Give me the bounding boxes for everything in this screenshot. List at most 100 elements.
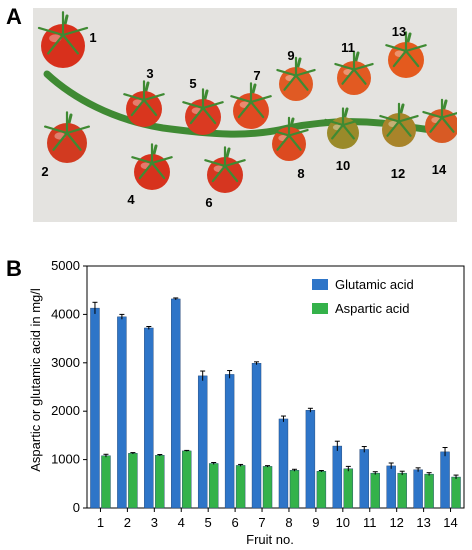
tomato-fruit (385, 31, 427, 78)
chart-legend: Glutamic acid Aspartic acid (312, 277, 414, 316)
sepal (142, 93, 165, 102)
tomato-fruit (422, 98, 457, 143)
sepal (223, 159, 246, 168)
sepal (223, 164, 239, 183)
glutamic-acid-bar (144, 327, 154, 509)
sepal (52, 131, 69, 151)
glutamic-acid-bar (305, 410, 316, 509)
y-tick-label: 5000 (51, 258, 80, 273)
plot-frame (86, 265, 465, 509)
sepal (276, 134, 291, 151)
tomato-body (126, 91, 162, 127)
tomato-body (327, 117, 359, 149)
x-tick-label: 14 (443, 515, 457, 530)
fruit-number-label: 6 (205, 195, 212, 210)
aspartic-acid-bar (155, 455, 165, 509)
sepal (230, 95, 253, 104)
panel-b-letter: B (6, 256, 22, 281)
sepal (130, 98, 146, 117)
tomato-body (425, 109, 457, 143)
sepal (47, 33, 65, 55)
y-axis-label: Aspartic or glutamic acid in mg/l (28, 288, 43, 472)
sepal (283, 74, 298, 91)
sepal (269, 128, 291, 137)
x-tick-label: 6 (231, 515, 238, 530)
glutamic-acid-bar (332, 445, 343, 509)
y-tick-label: 2000 (51, 403, 80, 418)
sepal (150, 156, 173, 165)
sepal (440, 111, 457, 119)
sepal (429, 116, 444, 133)
sepal (65, 131, 82, 151)
fruit-number-label: 4 (127, 192, 135, 207)
fruit-number-label: 8 (297, 166, 304, 181)
fruit-number-label: 10 (336, 158, 350, 173)
y-tick-label: 3000 (51, 355, 80, 370)
sepal (37, 26, 65, 37)
tomato-fruit (324, 107, 362, 149)
tomato-fruit (379, 102, 419, 147)
aspartic-acid-bar (128, 453, 138, 509)
sepal (294, 74, 309, 91)
tomato-body (185, 99, 221, 135)
tomato-fruit (269, 116, 309, 161)
tomato-body (41, 24, 85, 68)
sepal (237, 100, 253, 119)
sepal (150, 161, 166, 180)
tomato-body (382, 113, 416, 147)
tomato-body (233, 93, 269, 129)
tomato-body (134, 154, 170, 190)
tomato-body (279, 67, 313, 101)
glutamic-acid-bar (386, 465, 396, 509)
sepal (138, 161, 154, 180)
tomato-fruit (276, 56, 316, 101)
legend-swatch-glutamic (312, 279, 328, 290)
fruit-number-label: 3 (146, 66, 153, 81)
x-tick-label: 10 (336, 515, 350, 530)
glutamic-acid-bar (440, 451, 450, 509)
sepal (123, 93, 146, 102)
aspartic-acid-bar (235, 465, 246, 509)
x-tick-label: 7 (258, 515, 265, 530)
tomato-fruit (44, 111, 90, 163)
aspartic-acid-bar (397, 472, 407, 509)
sepal (397, 120, 412, 137)
legend-label: Aspartic acid (335, 301, 409, 316)
sepal (287, 128, 309, 137)
aspartic-acid-bar (182, 450, 192, 509)
glutamic-acid-bar (413, 469, 423, 509)
legend-label: Glutamic acid (335, 277, 414, 292)
sepal (440, 116, 455, 133)
glutamic-acid-bar (251, 363, 262, 509)
sepal (249, 100, 265, 119)
x-tick-label: 13 (416, 515, 430, 530)
sepal (182, 101, 205, 110)
sepal (44, 125, 69, 135)
glutamic-acid-bar (90, 307, 100, 509)
sepal (189, 106, 205, 125)
y-tick-label: 0 (73, 500, 80, 515)
sepal (249, 95, 272, 104)
fruit-number-label: 7 (253, 68, 260, 83)
fruit-number-label: 1 (89, 30, 96, 45)
tomato-fruit (182, 88, 224, 135)
sepal (61, 26, 89, 37)
sepal (331, 123, 345, 140)
tomato-fruit (37, 11, 89, 68)
sepal (385, 44, 408, 53)
sepal (352, 68, 367, 85)
aspartic-acid-bar (289, 470, 300, 509)
sepal (397, 114, 419, 123)
aspartic-acid-bar (262, 466, 273, 509)
glutamic-acid-bar (197, 375, 208, 509)
fruit-number-label: 5 (189, 76, 196, 91)
sepal (341, 118, 362, 127)
sepal (379, 114, 401, 123)
tomato-fruit (123, 80, 165, 127)
sepal (341, 123, 355, 140)
aspartic-acid-bar (316, 471, 327, 509)
